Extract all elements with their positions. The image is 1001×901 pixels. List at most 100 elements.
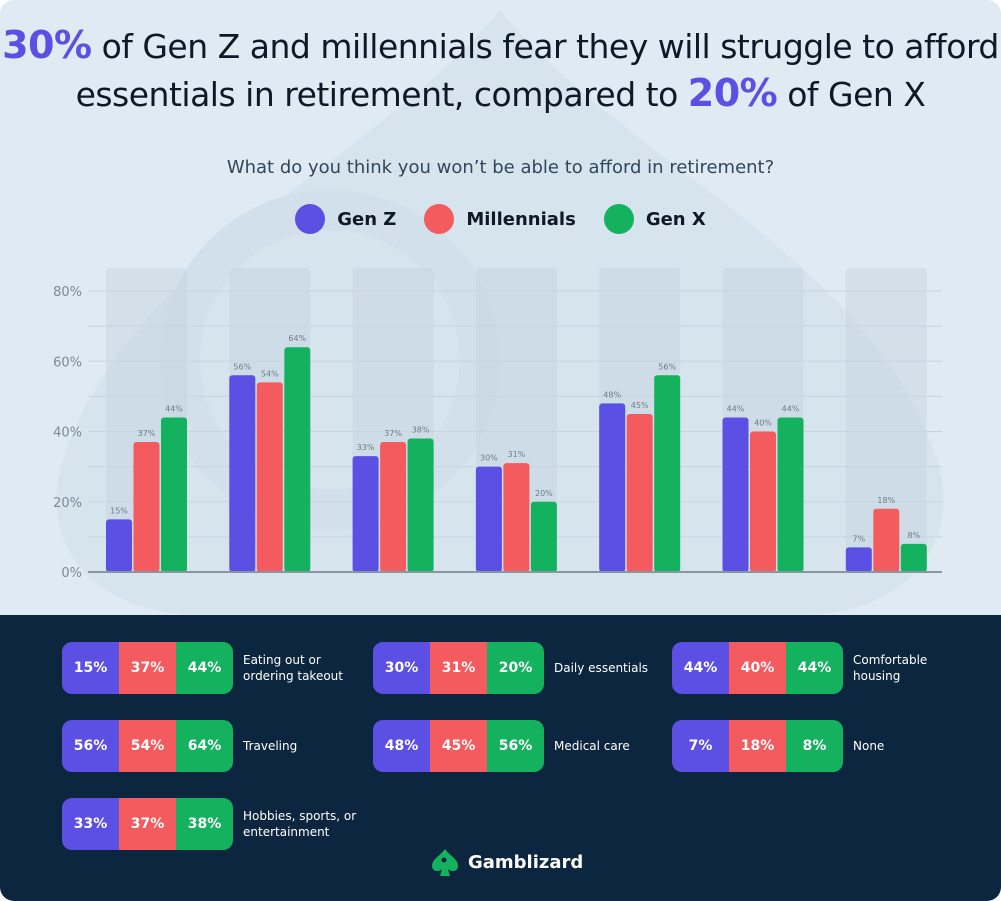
- gen-x-value: 44%: [176, 642, 233, 694]
- bar-millennials: [873, 508, 900, 572]
- bar-gen-z: [352, 456, 379, 572]
- category-label: None: [853, 739, 885, 753]
- legend-gen-z: Gen Z: [295, 204, 396, 234]
- millennials-value: 45%: [430, 720, 487, 772]
- bar-gen-x: [530, 501, 557, 572]
- gen-x-swatch: [603, 204, 634, 234]
- gen-x-value: 20%: [487, 642, 544, 694]
- bar-millennials: [380, 442, 407, 572]
- bar-value-label: 20%: [535, 489, 553, 498]
- bar-gen-z: [106, 519, 132, 572]
- bar-value-label: 33%: [357, 443, 375, 452]
- gen-z-value: 30%: [373, 642, 430, 694]
- bar-gen-x: [654, 375, 681, 572]
- gen-x-value: 44%: [786, 642, 843, 694]
- bar-value-label: 44%: [165, 404, 183, 413]
- bar-value-label: 31%: [508, 450, 526, 459]
- value-pill: 56% 54% 64%: [62, 720, 233, 772]
- bar-gen-z: [722, 417, 749, 572]
- category-background: [845, 268, 927, 572]
- gen-z-value: 44%: [672, 642, 729, 694]
- bar-value-label: 48%: [603, 390, 621, 399]
- bar-value-label: 15%: [110, 506, 128, 515]
- value-pill: 48% 45% 56%: [373, 720, 544, 772]
- bar-value-label: 8%: [907, 531, 920, 540]
- bar-value-label: 30%: [480, 454, 498, 463]
- value-pill: 15% 37% 44%: [62, 642, 233, 694]
- category-label: Traveling: [243, 739, 298, 753]
- bar-gen-x: [777, 417, 804, 572]
- bar-gen-x: [284, 347, 311, 572]
- bar-value-label: 18%: [877, 496, 895, 505]
- bar-value-label: 64%: [288, 334, 306, 343]
- summary-item: 33% 37% 38% Hobbies, sports, or entertainme…: [62, 798, 363, 850]
- y-tick-label: 40%: [53, 426, 82, 441]
- category-label: Comfortable housing: [853, 653, 928, 683]
- gen-z-value: 56%: [62, 720, 119, 772]
- bar-chart: 0% 20% 40% 60% 80% 15% 37% 44% 56% 54% 64% 33% 37% 38…: [53, 268, 942, 581]
- millennials-value: 18%: [729, 720, 786, 772]
- bar-value-label: 37%: [384, 429, 402, 438]
- bar-gen-x: [900, 543, 927, 572]
- category-label: Daily essentials: [554, 661, 649, 675]
- category-label: Medical care: [554, 739, 630, 753]
- gen-z-swatch: [295, 204, 326, 234]
- gen-x-value: 56%: [487, 720, 544, 772]
- millennials-value: 37%: [119, 642, 176, 694]
- bar-gen-z: [229, 375, 256, 572]
- bar-gen-z: [845, 547, 872, 572]
- bar-millennials: [503, 463, 530, 572]
- legend: Gen Z Millennials Gen X: [0, 204, 1001, 234]
- gen-x-value: 64%: [176, 720, 233, 772]
- bar-value-label: 45%: [631, 401, 649, 410]
- gen-x-value: 8%: [786, 720, 843, 772]
- bar-millennials: [626, 413, 653, 572]
- summary-item: 30% 31% 20% Daily essentials: [373, 642, 674, 694]
- y-tick-label: 0%: [61, 566, 82, 581]
- category-label: Hobbies, sports, or entertainment: [243, 809, 357, 839]
- millennials-value: 37%: [119, 798, 176, 850]
- value-pill: 33% 37% 38%: [62, 798, 233, 850]
- millennials-value: 31%: [430, 642, 487, 694]
- category-label: Eating out or ordering takeout: [243, 653, 343, 683]
- y-tick-label: 20%: [53, 496, 82, 511]
- bar-value-label: 54%: [261, 369, 279, 378]
- legend-millennials: Millennials: [424, 204, 576, 234]
- bar-value-label: 44%: [782, 404, 800, 413]
- gen-x-value: 38%: [176, 798, 233, 850]
- bar-value-label: 56%: [233, 362, 251, 371]
- gen-z-value: 7%: [672, 720, 729, 772]
- headline: 30% of Gen Z and millennials fear they w…: [2, 23, 999, 115]
- chart-question: What do you think you won’t be able to a…: [226, 157, 775, 178]
- bar-value-label: 38%: [412, 426, 430, 435]
- summary-item: 15% 37% 44% Eating out or ordering takeout: [62, 642, 363, 694]
- legend-gen-x: Gen X: [603, 204, 706, 234]
- gen-z-value: 48%: [373, 720, 430, 772]
- gen-z-value: 15%: [62, 642, 119, 694]
- bar-millennials: [133, 442, 160, 572]
- spade-lizard-icon: [432, 849, 458, 876]
- value-pill: 7% 18% 8%: [672, 720, 843, 772]
- summary-item: 48% 45% 56% Medical care: [373, 720, 674, 772]
- brand-logo: Gamblizard: [430, 847, 583, 877]
- summary-item: 7% 18% 8% None: [672, 720, 973, 772]
- bar-value-label: 40%: [754, 419, 772, 428]
- summary-item: 56% 54% 64% Traveling: [62, 720, 363, 772]
- millennials-swatch: [424, 204, 455, 234]
- bar-gen-x: [161, 417, 187, 572]
- bar-value-label: 56%: [658, 362, 676, 371]
- bar-gen-x: [407, 438, 434, 572]
- y-tick-label: 80%: [53, 285, 82, 300]
- bar-gen-z: [475, 466, 502, 572]
- bar-millennials: [256, 382, 283, 572]
- millennials-value: 40%: [729, 642, 786, 694]
- bar-value-label: 37%: [138, 429, 156, 438]
- value-pill: 30% 31% 20%: [373, 642, 544, 694]
- value-pill: 44% 40% 44%: [672, 642, 843, 694]
- bar-millennials: [750, 431, 776, 572]
- gen-z-value: 33%: [62, 798, 119, 850]
- bar-value-label: 7%: [852, 534, 865, 543]
- summary-item: 44% 40% 44% Comfortable housing: [672, 642, 973, 694]
- bar-value-label: 44%: [727, 404, 745, 413]
